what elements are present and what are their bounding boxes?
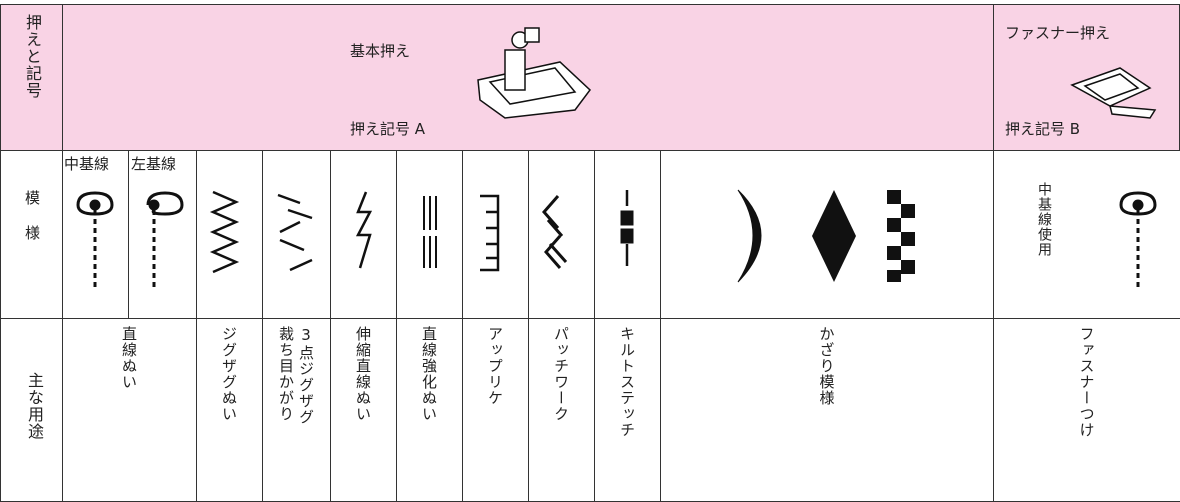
header-label-cell [0, 3, 63, 151]
usage-text: パッチワーク [552, 326, 570, 422]
usage-text: アップリケ [486, 326, 504, 406]
pattern-cell [395, 149, 463, 319]
pattern-label: 模様 [23, 190, 41, 260]
usage-text: 伸縮直線ぬい [354, 326, 372, 422]
pattern-cell [61, 149, 129, 319]
center-line-label: 中基線 [64, 155, 110, 173]
pattern-cell [127, 149, 197, 319]
zipper-note: 中基線使用 [1036, 182, 1052, 257]
zipper-title: ファスナー押え [1005, 24, 1111, 42]
pattern-cell [992, 149, 1180, 319]
usage-text: ファスナーつけ [1077, 326, 1096, 438]
usage-label: 主な用途 [25, 372, 44, 440]
pattern-cell [195, 149, 263, 319]
pattern-cell [329, 149, 397, 319]
zipper-symbol: 押え記号 B [1005, 120, 1081, 138]
pattern-cell [593, 149, 661, 319]
usage-text: かざり模様 [817, 326, 836, 406]
header-label: 押えと記号 [23, 14, 42, 99]
usage-text: 直線ぬい [120, 326, 138, 390]
usage-text: 裁ち目かがり [277, 326, 295, 422]
usage-text: 3点ジグザグ [297, 326, 315, 425]
pattern-cell [461, 149, 529, 319]
usage-text: ジグザグぬい [220, 326, 238, 422]
pattern-cell [527, 149, 595, 319]
usage-text: キルトステッチ [618, 326, 636, 438]
usage-text: 直線強化ぬい [420, 326, 438, 422]
pattern-cell [659, 149, 994, 319]
pattern-cell [261, 149, 331, 319]
basic-symbol: 押え記号 A [350, 120, 426, 138]
basic-title: 基本押え [350, 42, 411, 60]
left-line-label: 左基線 [131, 155, 177, 173]
